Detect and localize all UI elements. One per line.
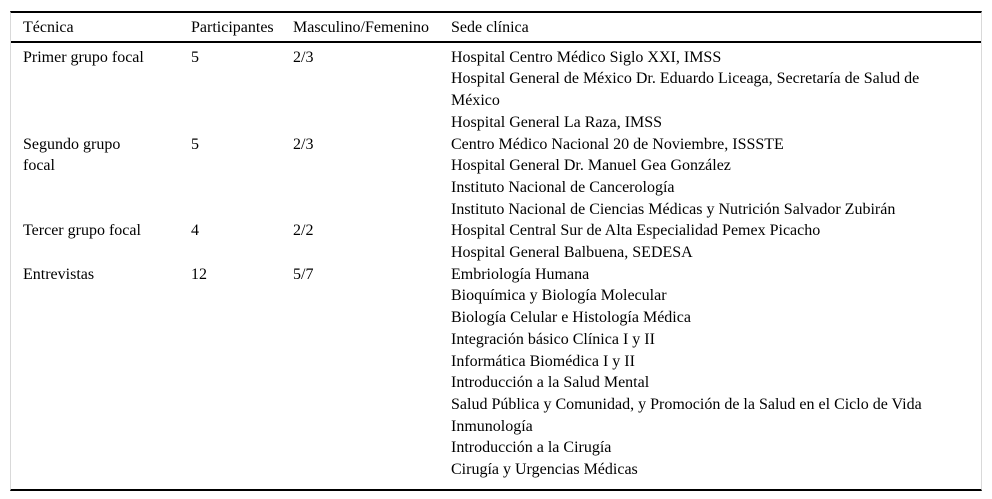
- sede-clinica-line: Biología Celular e Histología Médica: [451, 309, 691, 327]
- cell-sede-clinica: Embriología Humana Bioquímica y Biología …: [439, 264, 981, 481]
- masculino-femenino-value: 5/7: [293, 265, 314, 283]
- sede-clinica-line: Informática Biomédica I y II: [451, 352, 635, 370]
- sede-clinica-line: Centro Médico Nacional 20 de Noviembre, …: [451, 135, 784, 153]
- table-row: Tercer grupo focal 4 2/2 Hospital Central S…: [11, 220, 981, 263]
- sede-clinica-line: Hospital General Dr. Manuel Gea González: [451, 157, 731, 175]
- sede-clinica-line: Embriología Humana: [451, 265, 590, 283]
- cell-masculino-femenino: 2/3: [281, 134, 439, 221]
- table-row: Primer grupo focal 5 2/3 Hospital Centro Mé…: [11, 47, 981, 134]
- cell-masculino-femenino: 2/2: [281, 220, 439, 263]
- masculino-femenino-value: 2/3: [293, 135, 314, 153]
- sede-clinica-line: Hospital Centro Médico Siglo XXI, IMSS: [451, 48, 722, 66]
- tecnica-line: Primer grupo focal: [23, 48, 144, 66]
- col-header-label: Sede clínica: [451, 19, 529, 36]
- sede-clinica-line: Hospital Central Sur de Alta Especialida…: [451, 222, 821, 240]
- cell-participantes: 5: [179, 134, 281, 221]
- sede-clinica-line: México: [451, 92, 500, 110]
- sede-clinica-line: Instituto Nacional de Cancerología: [451, 178, 675, 196]
- cell-participantes: 12: [179, 264, 281, 481]
- cell-tecnica: Segundo grupo focal: [11, 134, 179, 221]
- tecnica-line: Entrevistas: [23, 265, 95, 283]
- col-header-sede-clinica: Sede clínica: [439, 17, 981, 39]
- sede-clinica-line: Salud Pública y Comunidad, y Promoción d…: [451, 395, 922, 413]
- sede-clinica-line: Hospital General La Raza, IMSS: [451, 113, 663, 131]
- tecnica-line: Tercer grupo focal: [23, 222, 141, 240]
- table-row: Entrevistas 12 5/7 Embriología Humana Bioquí…: [11, 264, 981, 481]
- sede-clinica-line: Bioquímica y Biología Molecular: [451, 287, 667, 305]
- sede-clinica-line: Introducción a la Cirugía: [451, 439, 612, 457]
- cell-sede-clinica: Hospital Central Sur de Alta Especialida…: [439, 220, 981, 263]
- participantes-value: 5: [191, 135, 199, 153]
- sede-clinica-line: Hospital General de México Dr. Eduardo L…: [451, 70, 920, 88]
- cell-tecnica: Entrevistas: [11, 264, 179, 481]
- cell-participantes: 5: [179, 47, 281, 134]
- participantes-value: 5: [191, 48, 199, 66]
- cell-sede-clinica: Centro Médico Nacional 20 de Noviembre, …: [439, 134, 981, 221]
- cell-masculino-femenino: 5/7: [281, 264, 439, 481]
- table-row: Segundo grupo focal 5 2/3 Centro Médico Naci…: [11, 134, 981, 221]
- cell-masculino-femenino: 2/3: [281, 47, 439, 134]
- col-header-participantes: Participantes: [179, 17, 281, 39]
- tecnica-line: Segundo grupo: [23, 135, 121, 153]
- cell-sede-clinica: Hospital Centro Médico Siglo XXI, IMSS Ho…: [439, 47, 981, 134]
- cell-tecnica: Primer grupo focal: [11, 47, 179, 134]
- table-body: Primer grupo focal 5 2/3 Hospital Centro Mé…: [11, 43, 981, 489]
- col-header-label: Técnica: [23, 19, 74, 36]
- sede-clinica-line: Introducción a la Salud Mental: [451, 374, 650, 392]
- col-header-label: Participantes: [191, 19, 274, 36]
- col-header-masculino-femenino: Masculino/Femenino: [281, 17, 439, 39]
- sede-clinica-line: Hospital General Balbuena, SEDESA: [451, 244, 693, 262]
- tecnica-line: focal: [23, 157, 55, 175]
- participants-table: Técnica Participantes Masculino/Femenino…: [10, 11, 982, 491]
- masculino-femenino-value: 2/2: [293, 222, 314, 240]
- table-header-row: Técnica Participantes Masculino/Femenino…: [11, 13, 981, 43]
- sede-clinica-line: Cirugía y Urgencias Médicas: [451, 461, 638, 479]
- sede-clinica-line: Inmunología: [451, 417, 533, 435]
- cell-participantes: 4: [179, 220, 281, 263]
- sede-clinica-line: Integración básico Clínica I y II: [451, 330, 655, 348]
- participantes-value: 12: [191, 265, 207, 283]
- masculino-femenino-value: 2/3: [293, 48, 314, 66]
- sede-clinica-line: Instituto Nacional de Ciencias Médicas y…: [451, 200, 896, 218]
- col-header-tecnica: Técnica: [11, 17, 179, 39]
- col-header-label: Masculino/Femenino: [293, 19, 429, 36]
- participantes-value: 4: [191, 222, 199, 240]
- cell-tecnica: Tercer grupo focal: [11, 220, 179, 263]
